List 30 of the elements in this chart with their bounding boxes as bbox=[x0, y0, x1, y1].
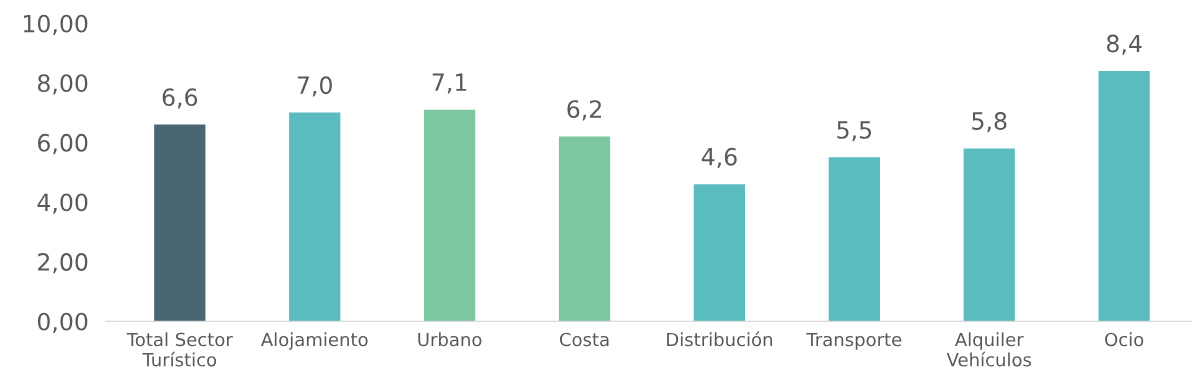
x-tick-label: Alojamiento bbox=[260, 332, 368, 350]
bar bbox=[423, 109, 476, 322]
bar bbox=[828, 157, 880, 322]
bar bbox=[154, 124, 206, 322]
data-label: 7,0 bbox=[297, 76, 332, 97]
bar bbox=[1098, 70, 1150, 322]
y-tick-label: 0,00 bbox=[37, 312, 88, 333]
x-tick-label: Total Sector Turístico bbox=[126, 332, 233, 367]
x-tick-label: Distribución bbox=[667, 331, 772, 347]
bar bbox=[558, 136, 611, 322]
data-label: 7,1 bbox=[432, 73, 467, 94]
data-label: 5,5 bbox=[837, 121, 872, 142]
y-tick-label: 8,00 bbox=[37, 74, 88, 95]
x-tick-label: Transporte bbox=[806, 332, 902, 350]
x-tick-label: Costa bbox=[559, 332, 609, 347]
bar bbox=[693, 184, 746, 322]
y-tick-label: 6,00 bbox=[38, 133, 88, 155]
x-tick-label: Alquiler Vehículos bbox=[946, 332, 1032, 367]
x-tick-label: Urbano bbox=[418, 332, 482, 347]
data-label: 8,4 bbox=[1106, 34, 1142, 55]
y-tick-label: 4,00 bbox=[37, 193, 88, 214]
data-label: 5,8 bbox=[972, 112, 1007, 133]
bar bbox=[289, 112, 341, 322]
y-tick-label: 10,00 bbox=[23, 14, 88, 35]
data-label: 6,2 bbox=[567, 100, 601, 121]
data-label: 6,6 bbox=[162, 88, 198, 109]
data-label: 4,6 bbox=[701, 147, 737, 169]
bar bbox=[963, 148, 1015, 322]
y-tick-label: 2,00 bbox=[38, 253, 88, 274]
x-tick-label: Ocio bbox=[1105, 332, 1144, 347]
